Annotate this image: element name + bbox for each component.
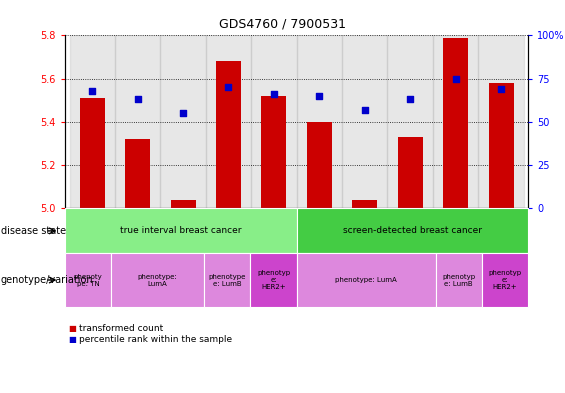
Point bbox=[315, 93, 324, 99]
Text: phenotyp
e:
HER2+: phenotyp e: HER2+ bbox=[257, 270, 290, 290]
Point bbox=[451, 75, 460, 82]
Text: ■: ■ bbox=[68, 324, 76, 332]
Text: genotype/variation: genotype/variation bbox=[1, 275, 93, 285]
Bar bbox=[352, 200, 377, 208]
Point bbox=[270, 91, 279, 97]
Bar bbox=[433, 35, 479, 208]
Text: phenotyp
e:
HER2+: phenotyp e: HER2+ bbox=[489, 270, 521, 290]
Point bbox=[88, 88, 97, 94]
Text: phenotype: LumA: phenotype: LumA bbox=[335, 277, 397, 283]
Point bbox=[224, 84, 233, 90]
Text: screen-detected breast cancer: screen-detected breast cancer bbox=[343, 226, 482, 235]
Bar bbox=[80, 98, 105, 208]
Text: transformed count: transformed count bbox=[79, 324, 163, 332]
Point bbox=[360, 107, 370, 113]
Point bbox=[179, 110, 188, 116]
Bar bbox=[251, 35, 297, 208]
Bar bbox=[342, 35, 388, 208]
Bar bbox=[125, 139, 150, 208]
Bar bbox=[388, 35, 433, 208]
Bar bbox=[489, 83, 514, 208]
Text: phenoty
pe: TN: phenoty pe: TN bbox=[74, 274, 102, 286]
Bar bbox=[307, 122, 332, 208]
Bar bbox=[216, 61, 241, 208]
Bar bbox=[262, 96, 286, 208]
Text: ■: ■ bbox=[68, 336, 76, 344]
Text: phenotype
e: LumB: phenotype e: LumB bbox=[208, 274, 246, 286]
Bar bbox=[171, 200, 195, 208]
Text: phenotyp
e: LumB: phenotyp e: LumB bbox=[442, 274, 475, 286]
Bar bbox=[479, 35, 524, 208]
Bar bbox=[115, 35, 160, 208]
Text: percentile rank within the sample: percentile rank within the sample bbox=[79, 336, 232, 344]
Text: phenotype:
LumA: phenotype: LumA bbox=[138, 274, 177, 286]
Bar bbox=[398, 137, 423, 208]
Point bbox=[406, 96, 415, 103]
Point bbox=[497, 86, 506, 92]
Bar bbox=[206, 35, 251, 208]
Text: disease state: disease state bbox=[1, 226, 66, 236]
Bar bbox=[297, 35, 342, 208]
Bar bbox=[443, 37, 468, 208]
Text: GDS4760 / 7900531: GDS4760 / 7900531 bbox=[219, 18, 346, 31]
Point bbox=[133, 96, 142, 103]
Bar bbox=[69, 35, 115, 208]
Bar bbox=[160, 35, 206, 208]
Text: true interval breast cancer: true interval breast cancer bbox=[120, 226, 242, 235]
